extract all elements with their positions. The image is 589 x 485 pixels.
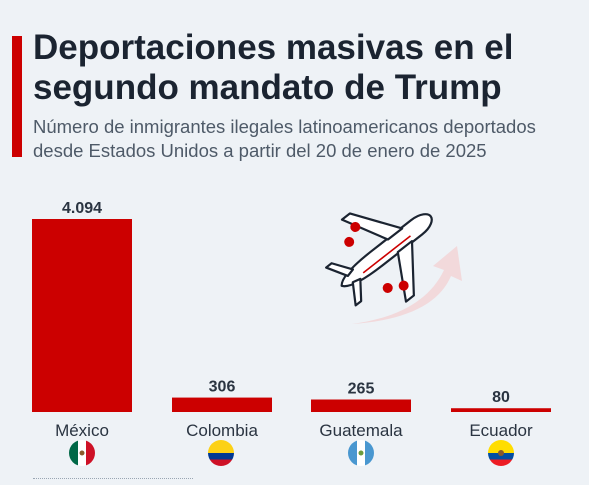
category-label: Colombia (186, 421, 258, 440)
airplane-icon (324, 212, 433, 307)
bar-ecuador (451, 408, 551, 412)
bar-méxico (32, 219, 132, 412)
colombia-flag-icon (208, 440, 234, 466)
airplane-illustration (324, 212, 462, 324)
curved-arrow-icon (352, 246, 462, 324)
guatemala-flag-icon (348, 440, 374, 466)
chart-title: Deportaciones masivas en el segundo mand… (33, 28, 514, 107)
ecuador-flag-icon (488, 440, 514, 466)
category-label: Ecuador (469, 421, 533, 440)
title-accent-bar (12, 36, 22, 157)
category-label: México (55, 421, 109, 440)
chart-subtitle: Número de inmigrantes ilegales latinoame… (33, 116, 536, 161)
value-label: 80 (492, 389, 510, 406)
value-label: 4.094 (62, 200, 102, 217)
bar-guatemala (311, 399, 411, 412)
bar-colombia (172, 397, 272, 412)
source-note-line (33, 478, 193, 482)
value-label: 265 (348, 381, 375, 398)
mexico-flag-icon (69, 440, 95, 466)
category-label: Guatemala (319, 421, 403, 440)
value-label: 306 (209, 379, 236, 396)
